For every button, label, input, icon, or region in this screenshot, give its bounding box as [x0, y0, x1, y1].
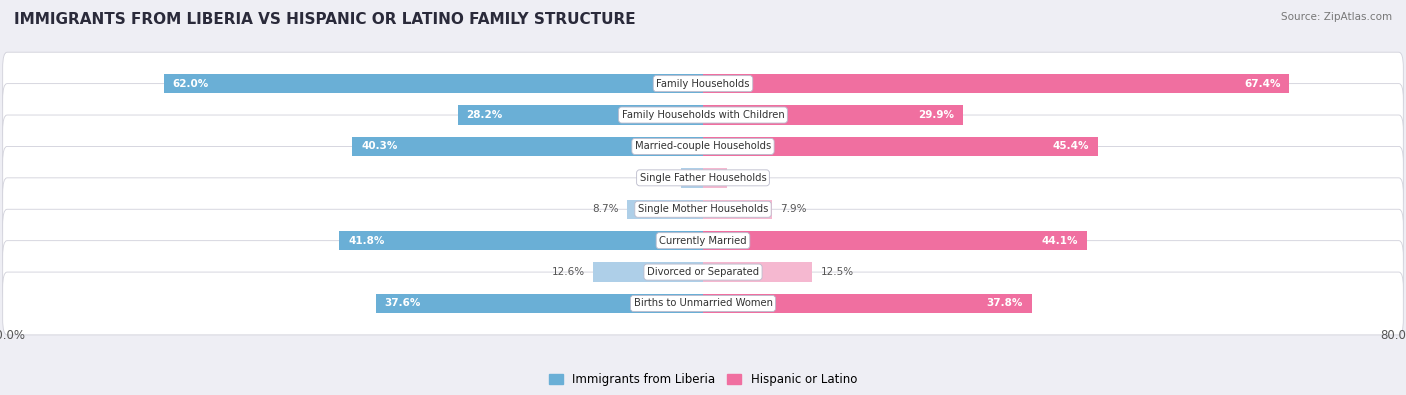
- Bar: [339, 231, 703, 250]
- Text: 8.7%: 8.7%: [592, 204, 619, 214]
- FancyBboxPatch shape: [3, 52, 1403, 115]
- Bar: [458, 105, 703, 125]
- Bar: [682, 168, 703, 188]
- Text: 2.5%: 2.5%: [645, 173, 672, 183]
- FancyBboxPatch shape: [3, 209, 1403, 272]
- Text: 45.4%: 45.4%: [1053, 141, 1090, 151]
- Bar: [375, 294, 703, 313]
- Bar: [703, 105, 963, 125]
- Text: Single Mother Households: Single Mother Households: [638, 204, 768, 214]
- Bar: [353, 137, 703, 156]
- Text: Married-couple Households: Married-couple Households: [636, 141, 770, 151]
- Text: 37.6%: 37.6%: [385, 299, 420, 308]
- Text: 29.9%: 29.9%: [918, 110, 955, 120]
- Text: Divorced or Separated: Divorced or Separated: [647, 267, 759, 277]
- Text: 40.3%: 40.3%: [361, 141, 398, 151]
- Text: 12.5%: 12.5%: [821, 267, 853, 277]
- Bar: [163, 74, 703, 93]
- Text: Family Households with Children: Family Households with Children: [621, 110, 785, 120]
- Text: 62.0%: 62.0%: [173, 79, 208, 88]
- Bar: [703, 262, 811, 282]
- Text: Currently Married: Currently Married: [659, 236, 747, 246]
- Bar: [703, 231, 1087, 250]
- Text: 41.8%: 41.8%: [349, 236, 384, 246]
- Text: IMMIGRANTS FROM LIBERIA VS HISPANIC OR LATINO FAMILY STRUCTURE: IMMIGRANTS FROM LIBERIA VS HISPANIC OR L…: [14, 12, 636, 27]
- FancyBboxPatch shape: [3, 84, 1403, 147]
- Text: 12.6%: 12.6%: [551, 267, 585, 277]
- Bar: [703, 168, 727, 188]
- Text: 28.2%: 28.2%: [467, 110, 502, 120]
- Text: 37.8%: 37.8%: [987, 299, 1024, 308]
- Bar: [703, 199, 772, 219]
- Bar: [703, 294, 1032, 313]
- Text: Births to Unmarried Women: Births to Unmarried Women: [634, 299, 772, 308]
- FancyBboxPatch shape: [3, 272, 1403, 335]
- Bar: [593, 262, 703, 282]
- Text: Source: ZipAtlas.com: Source: ZipAtlas.com: [1281, 12, 1392, 22]
- Text: 2.8%: 2.8%: [737, 173, 762, 183]
- Text: 67.4%: 67.4%: [1244, 79, 1281, 88]
- Text: Family Households: Family Households: [657, 79, 749, 88]
- Bar: [703, 137, 1098, 156]
- FancyBboxPatch shape: [3, 178, 1403, 241]
- FancyBboxPatch shape: [3, 241, 1403, 303]
- Bar: [703, 74, 1289, 93]
- Text: 7.9%: 7.9%: [780, 204, 807, 214]
- Text: Single Father Households: Single Father Households: [640, 173, 766, 183]
- Bar: [627, 199, 703, 219]
- FancyBboxPatch shape: [3, 147, 1403, 209]
- Text: 44.1%: 44.1%: [1042, 236, 1078, 246]
- Legend: Immigrants from Liberia, Hispanic or Latino: Immigrants from Liberia, Hispanic or Lat…: [544, 369, 862, 391]
- FancyBboxPatch shape: [3, 115, 1403, 178]
